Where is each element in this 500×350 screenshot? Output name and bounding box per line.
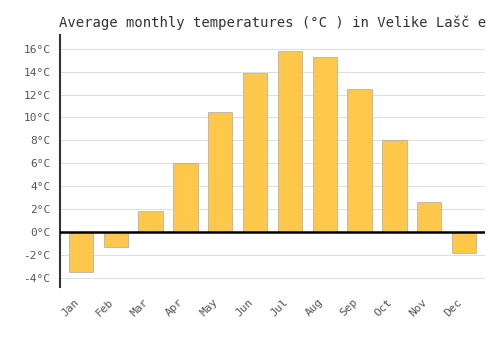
Bar bbox=[68, 232, 93, 272]
Title: Average monthly temperatures (°C ) in Velike Lašč e: Average monthly temperatures (°C ) in Ve… bbox=[59, 15, 486, 30]
Bar bbox=[278, 51, 302, 232]
Bar bbox=[417, 202, 442, 232]
Bar bbox=[208, 112, 233, 232]
Bar bbox=[138, 211, 163, 232]
Bar bbox=[173, 163, 198, 232]
Bar bbox=[382, 140, 406, 232]
Bar bbox=[348, 89, 372, 232]
Bar bbox=[312, 57, 337, 232]
Bar bbox=[452, 232, 476, 253]
Bar bbox=[243, 73, 268, 232]
Bar bbox=[104, 232, 128, 247]
